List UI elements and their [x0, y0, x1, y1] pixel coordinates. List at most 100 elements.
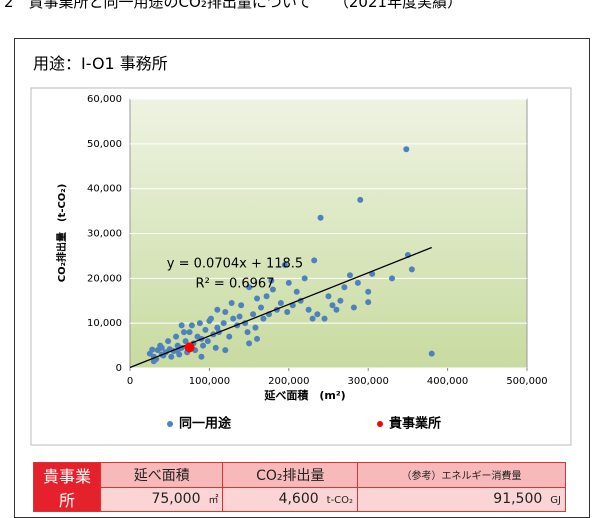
value-cell: 91,500 GJ — [357, 486, 566, 512]
point — [277, 299, 284, 306]
point — [293, 288, 300, 295]
point — [403, 146, 410, 153]
x-tick-label: 400,000 — [427, 376, 468, 387]
point — [182, 338, 189, 345]
point — [212, 344, 219, 351]
unit: GJ — [550, 495, 561, 507]
header-cell: CO₂排出量 — [222, 462, 359, 488]
x-tick-label: 0 — [127, 376, 133, 387]
y-tick-label: 40,000 — [87, 184, 122, 195]
point — [250, 311, 257, 318]
point — [207, 315, 214, 322]
point — [284, 308, 291, 315]
summary-table: 貴事業所 延べ面積 CO₂排出量 （参考）エネルギー消費量 75,000 ㎡ 4,… — [33, 462, 566, 512]
y-tick-label: 10,000 — [87, 318, 122, 329]
point — [350, 304, 357, 311]
point — [428, 350, 435, 357]
point — [228, 299, 235, 306]
legend-marker — [377, 421, 383, 427]
point — [150, 358, 157, 365]
point — [285, 279, 292, 286]
point — [173, 333, 180, 340]
point — [260, 315, 267, 322]
point — [180, 329, 187, 336]
point — [365, 288, 372, 295]
y-tick-label: 50,000 — [87, 139, 122, 150]
point — [346, 272, 353, 279]
point — [337, 297, 344, 304]
point — [200, 342, 207, 349]
point — [329, 302, 336, 309]
trend-equation: y = 0.0704x + 118.5 — [167, 257, 303, 272]
value: 75,000 — [151, 491, 201, 508]
legend-marker — [167, 421, 173, 427]
point — [188, 322, 195, 329]
x-tick-label: 200,000 — [268, 376, 309, 387]
y-axis-title: CO₂排出量 (t-CO₂) — [55, 184, 68, 283]
point — [311, 257, 318, 264]
trend-r2: R² = 0.6967 — [196, 277, 275, 292]
point — [254, 295, 261, 302]
x-tick-label: 500,000 — [506, 376, 547, 387]
value-cell: 75,000 ㎡ — [99, 486, 224, 512]
x-axis-title: 延べ面積 (m²) — [263, 388, 345, 402]
point — [226, 333, 233, 340]
x-tick-label: 300,000 — [348, 376, 389, 387]
point — [281, 261, 288, 268]
point — [254, 335, 261, 342]
point — [301, 275, 308, 282]
point — [268, 277, 275, 284]
point — [333, 306, 340, 313]
value-cell: 4,600 t-CO₂ — [222, 486, 359, 512]
point — [325, 293, 332, 300]
point — [168, 353, 175, 360]
point — [149, 346, 156, 353]
point — [246, 284, 253, 291]
value: 91,500 — [493, 491, 543, 508]
y-tick-label: 60,000 — [87, 94, 122, 105]
point — [194, 333, 201, 340]
point — [222, 347, 229, 354]
point — [196, 320, 203, 327]
point — [230, 315, 237, 322]
point — [263, 293, 270, 300]
point — [305, 306, 312, 313]
point — [408, 266, 415, 273]
point — [204, 338, 211, 345]
point — [357, 196, 364, 203]
point — [222, 308, 229, 315]
legend-label: 貴事業所 — [389, 416, 441, 432]
point — [341, 284, 348, 291]
point — [269, 286, 276, 293]
point — [220, 320, 227, 327]
point — [158, 344, 165, 351]
header-cell: 延べ面積 — [99, 462, 224, 488]
highlight-point — [184, 342, 195, 353]
y-tick-label: 20,000 — [87, 273, 122, 284]
point — [238, 302, 245, 309]
point — [165, 338, 172, 345]
point — [258, 304, 265, 311]
unit: ㎡ — [208, 495, 219, 507]
point — [317, 214, 324, 221]
point — [365, 299, 372, 306]
point — [214, 306, 221, 313]
usage: 用途：Ⅰ-O1 事務所 — [33, 54, 168, 73]
point — [236, 313, 243, 320]
y-tick-label: 30,000 — [87, 229, 122, 240]
y-tick-label: 0 — [116, 363, 122, 374]
point — [202, 326, 209, 333]
x-tick-label: 100,000 — [189, 376, 230, 387]
point — [246, 340, 253, 347]
point — [252, 324, 259, 331]
row-header: 貴事業所 — [33, 462, 101, 512]
point — [321, 315, 328, 322]
point — [309, 315, 316, 322]
value: 4,600 — [278, 491, 319, 508]
point — [244, 329, 251, 336]
legend-label: 同一用途 — [179, 416, 232, 432]
point — [354, 279, 361, 286]
unit: t-CO₂ — [326, 495, 354, 507]
